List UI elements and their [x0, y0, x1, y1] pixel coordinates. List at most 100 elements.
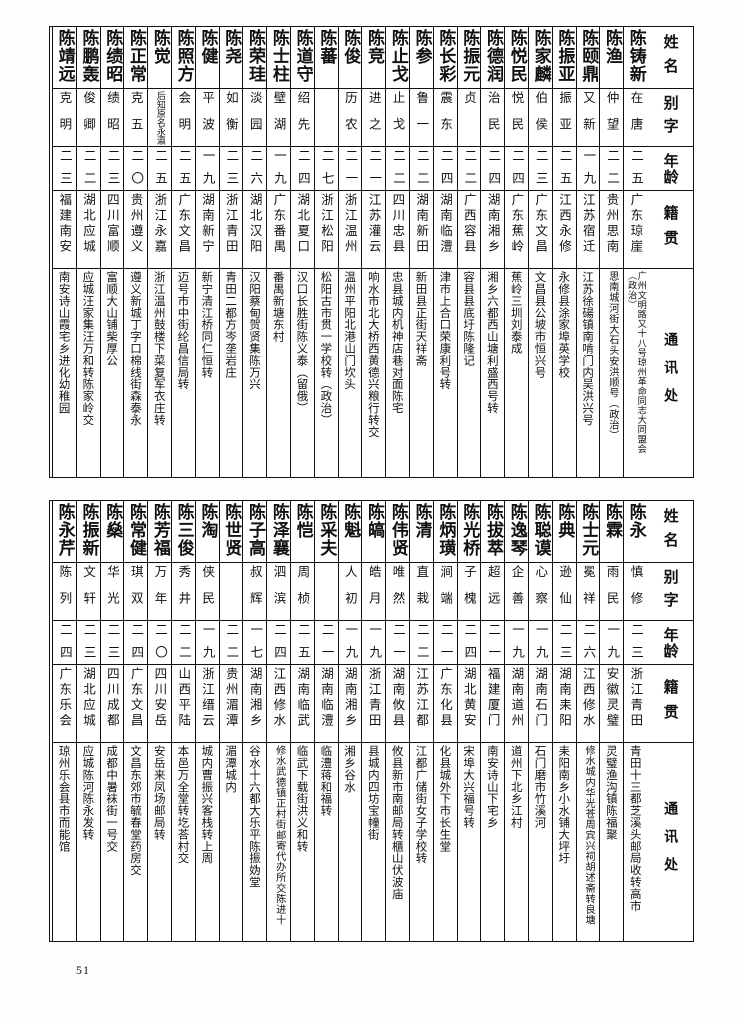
cell-address: 番禺新塘东村	[271, 271, 286, 343]
row-label-column: 姓名 别字 年龄 籍贯 通讯处	[647, 501, 693, 941]
cell-age: 一九	[505, 621, 529, 665]
cell-alias: 万年	[148, 563, 172, 621]
roster-entry-column: 陈魁 人初 一九 湖南湘乡 湘乡谷水	[337, 501, 362, 941]
cell-name: 陈道守	[291, 27, 314, 89]
cell-native: 山西平陆	[172, 665, 195, 743]
cell-age: 二一	[386, 621, 410, 665]
cell-name: 陈健	[195, 27, 219, 89]
roster-entry-column: 陈伟贤 唯然 二一 湖南攸县 攸县新市南邮局转櫃山伏波庙	[385, 501, 410, 941]
cell-name: 陈靖远	[53, 27, 76, 89]
roster-entry-column: 陈采夫 二一 湖南临澧 临澧蒋和福转	[313, 501, 338, 941]
cell-age: 二三	[219, 147, 243, 191]
cell-address: 宋埠大兴福号转	[462, 745, 477, 829]
cell-native: 江苏宿迁	[576, 191, 600, 269]
cell-name: 陈渔	[600, 27, 624, 89]
cell-age: 二六	[576, 621, 600, 665]
roster-entry-column: 陈渔 仲望 二二 贵州思南 思南城河街大石头安洪顺号（政治）	[599, 27, 624, 477]
cell-age: 一九	[600, 621, 624, 665]
roster-entry-column: 陈常健 琪双 二四 广东文昌 文昌东郊市毓春堂药房交	[123, 501, 148, 941]
roster-entry-column: 陈光桥 子槐 二四 湖北黄安 宋埠大兴福号转	[456, 501, 481, 941]
cell-address: 攸县新市南邮局转櫃山伏波庙	[390, 745, 405, 900]
cell-address: 遵义新城丁字口棉线街森泰永	[128, 271, 143, 426]
cell-alias: 会明	[172, 89, 195, 147]
roster-entry-column: 陈皜 皓月 一九 浙江青田 县城内四坊宝幢街	[361, 501, 386, 941]
cell-native: 浙江永嘉	[148, 191, 172, 269]
roster-entry-column: 陈炳璜 涧端 二一 广东化县 化县城外下市长生堂	[432, 501, 457, 941]
cell-alias: 超远	[481, 563, 505, 621]
cell-native: 浙江缙云	[195, 665, 219, 743]
roster-entry-column: 陈拔萃 超远 二一 福建厦门 南安诗山下宅乡	[480, 501, 505, 941]
cell-name: 陈鹏轰	[76, 27, 100, 89]
cell-address: 道州下北乡江村	[509, 745, 524, 829]
cell-alias: 治民	[481, 89, 505, 147]
cell-native: 贵州遵义	[124, 191, 148, 269]
roster-entry-column: 陈竞 进之 二一 江苏灌云 响水市北大桥西黄德兴粮行转交	[361, 27, 386, 477]
cell-native: 广东文昌	[172, 191, 195, 269]
cell-age: 二四	[124, 621, 148, 665]
cell-native: 湖北汉阳	[243, 191, 267, 269]
cell-name: 陈永芹	[53, 501, 76, 563]
cell-native: 安徽灵璧	[600, 665, 624, 743]
cell-age: 二五	[552, 147, 576, 191]
cell-address: 文昌东郊市毓春堂药房交	[128, 745, 143, 876]
page-number: 51	[76, 963, 90, 977]
roster-entry-column: 陈典 逊仙 二三 湖南耒阳 耒阳南乡小水铺大坪圩	[551, 501, 576, 941]
cell-address: 青田二都方岑垄岩庄	[224, 271, 239, 379]
cell-name: 陈聪谟	[529, 501, 552, 563]
roster-entry-column: 陈三俊 秀井 二二 山西平陆 本邑万全堂转圪荅村交	[171, 501, 195, 941]
cell-name: 陈常健	[124, 501, 148, 563]
cell-address: 石门磨市竹溪河	[533, 745, 548, 829]
roster-entry-column: 陈霖 雨民 一九 安徽灵璧 灵璧渔沟镇陈福聚	[599, 501, 624, 941]
cell-address: 安岳来凤场邮局转	[152, 745, 167, 841]
cell-native: 湖北黄安	[457, 665, 481, 743]
cell-native: 浙江青田	[362, 665, 386, 743]
cell-alias: 叔辉	[243, 563, 267, 621]
cell-name: 陈逸琴	[505, 501, 529, 563]
cell-age: 二二	[219, 621, 243, 665]
cell-native: 湖南临武	[291, 665, 314, 743]
cell-address: 应城汪家集汪万和转陈家岭交	[81, 271, 96, 426]
roster-entry-column: 陈士元 冕祥 二六 江西修水 修水城内华光苍周宾兴祠胡述斋转良塘	[575, 501, 600, 941]
cell-name: 陈光桥	[457, 501, 481, 563]
cell-name: 陈铸新	[624, 27, 647, 89]
cell-age: 一七	[243, 621, 267, 665]
cell-name: 陈德润	[481, 27, 505, 89]
cell-name: 陈悦民	[505, 27, 529, 89]
roster-entry-column: 陈参 鲁一 二二 湖南新田 新田县正街天祥斋	[409, 27, 433, 477]
cell-name: 陈蕃	[314, 27, 338, 89]
cell-alias: 文轩	[76, 563, 100, 621]
cell-name: 陈士柱	[267, 27, 291, 89]
cell-name: 陈永	[624, 501, 647, 563]
cell-age: 二四	[53, 621, 76, 665]
cell-name: 陈三俊	[172, 501, 195, 563]
cell-alias: 人初	[338, 563, 362, 621]
row-label-name: 姓名	[647, 27, 693, 89]
cell-address: 新田县正街天祥斋	[414, 271, 429, 367]
cell-age: 二四	[433, 147, 457, 191]
cell-address: 临澧蒋和福转	[319, 745, 334, 817]
cell-native: 湖南临澧	[314, 665, 338, 743]
roster-entry-column: 陈颐鼎 又新 一九 江苏宿迁 江苏徐碭镇南啃门内吴洪兴号	[575, 27, 600, 477]
cell-native: 湖南新宁	[195, 191, 219, 269]
cell-age: 一九	[267, 147, 291, 191]
roster-entry-column: 陈振新 文轩 二三 湖北应城 应城陈河陈永发转	[75, 501, 100, 941]
cell-age: 二三	[100, 147, 124, 191]
cell-native: 福建南安	[53, 191, 76, 269]
roster-entry-column: 陈家麟 伯侯 二三 广东文昌 文昌县公坡市恒兴号	[528, 27, 552, 477]
cell-age: 一九	[195, 147, 219, 191]
cell-address: 成都中暑袜街一号交	[105, 745, 120, 853]
cell-address: 思南城河街大石头安洪顺号（政治）	[606, 271, 618, 441]
cell-name: 陈振亚	[552, 27, 576, 89]
cell-age: 二五	[291, 621, 314, 665]
cell-alias: 唯然	[386, 563, 410, 621]
cell-native: 四川富顺	[100, 191, 124, 269]
cell-alias	[219, 563, 243, 621]
cell-native: 江西修水	[576, 665, 600, 743]
cell-native: 湖南湘乡	[338, 665, 362, 743]
roster-entry-column: 陈尧 如衡 二三 浙江青田 青田二都方岑垄岩庄	[218, 27, 243, 477]
cell-name: 陈振元	[457, 27, 481, 89]
cell-address: 温州平阳北港山门坎头	[343, 271, 358, 390]
cell-name: 陈颐鼎	[576, 27, 600, 89]
cell-name: 陈长彩	[433, 27, 457, 89]
cell-name: 陈参	[410, 27, 433, 89]
